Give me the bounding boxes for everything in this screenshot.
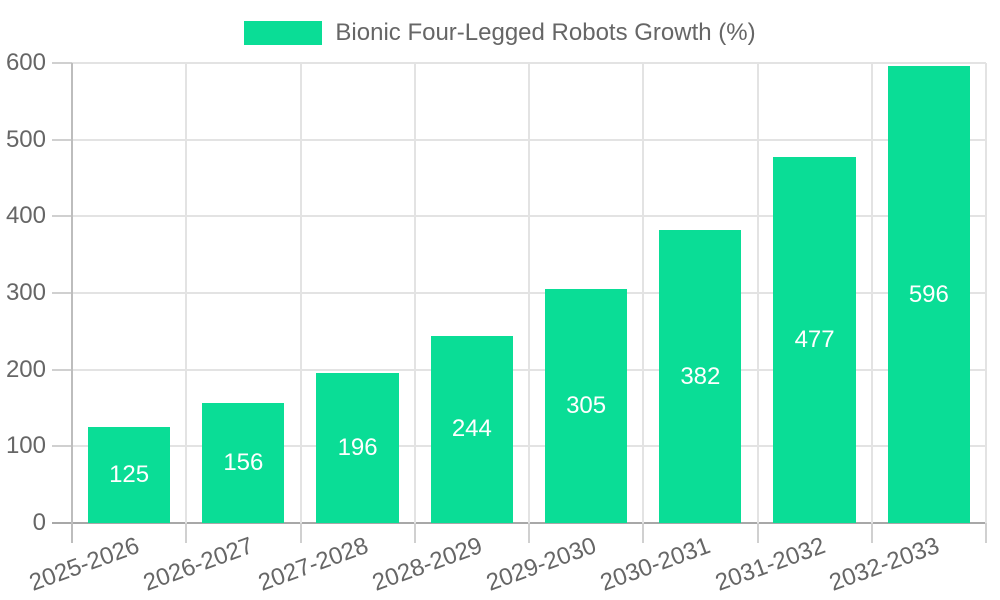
y-tick-label: 200 xyxy=(5,355,46,383)
bar-2030-2031[interactable] xyxy=(659,230,742,523)
bar-2031-2032[interactable] xyxy=(773,157,856,523)
x-gridline xyxy=(985,63,987,523)
x-gridline xyxy=(870,63,873,523)
y-axis-tick xyxy=(52,215,72,218)
y-tick-label: 600 xyxy=(5,49,46,76)
y-tick-label: 500 xyxy=(5,125,46,153)
x-axis-tick xyxy=(870,523,873,543)
x-gridline xyxy=(642,63,645,523)
bar-2027-2028[interactable] xyxy=(316,372,399,523)
y-tick-label: 400 xyxy=(5,202,46,230)
bar-2029-2030[interactable] xyxy=(544,289,628,523)
y-tick-label: 300 xyxy=(5,279,46,306)
x-axis-tick xyxy=(185,523,188,543)
y-axis-tick xyxy=(52,368,72,371)
legend-item[interactable]: Bionic Four-Legged Robots Growth (%) xyxy=(0,21,1000,45)
x-axis-tick xyxy=(413,523,416,543)
x-gridline xyxy=(413,63,416,523)
x-axis-tick xyxy=(528,523,530,543)
legend-color-swatch xyxy=(244,21,323,45)
bar-2026-2027[interactable] xyxy=(202,403,285,523)
x-gridline xyxy=(756,63,759,523)
bar-2025-2026[interactable] xyxy=(87,427,171,523)
y-tick-label: 0 xyxy=(32,509,46,536)
y-axis-tick xyxy=(52,445,72,448)
x-axis-tick xyxy=(985,523,987,543)
y-axis-tick xyxy=(52,522,72,524)
x-gridline xyxy=(528,63,530,523)
x-gridline xyxy=(185,63,188,523)
x-axis-tick xyxy=(71,523,73,543)
y-axis-tick xyxy=(52,292,72,294)
x-axis-tick xyxy=(642,523,645,543)
bar-2032-2033[interactable] xyxy=(887,66,970,523)
x-gridline xyxy=(299,63,302,523)
y-axis-line xyxy=(71,63,73,523)
x-axis-tick xyxy=(299,523,302,543)
y-tick-label: 100 xyxy=(5,432,46,460)
bar-2028-2029[interactable] xyxy=(430,335,513,523)
y-axis-tick xyxy=(52,62,72,64)
y-axis-tick xyxy=(52,138,72,141)
x-axis-tick xyxy=(756,523,759,543)
legend-label: Bionic Four-Legged Robots Growth (%) xyxy=(335,19,756,46)
